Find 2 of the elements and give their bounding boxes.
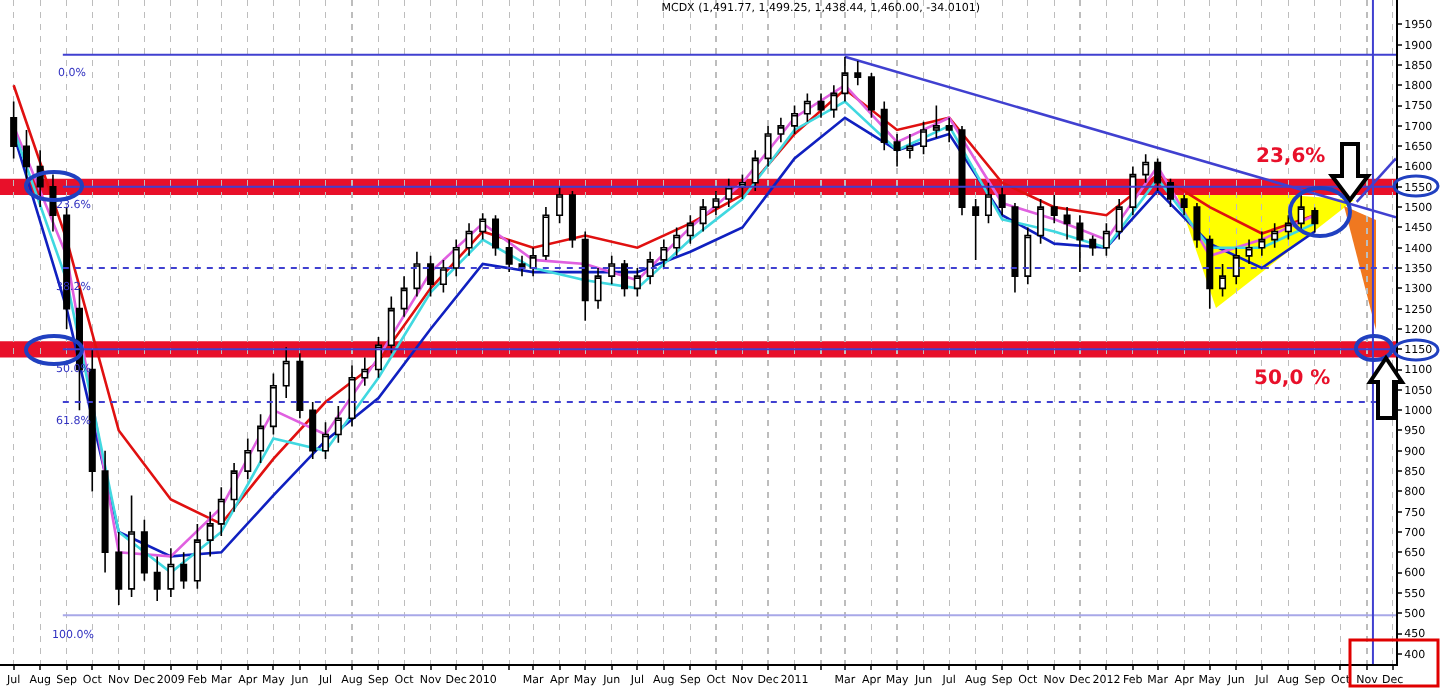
band-label: 50,0 % bbox=[1254, 368, 1331, 390]
band-label: 23,6% bbox=[1256, 146, 1326, 168]
